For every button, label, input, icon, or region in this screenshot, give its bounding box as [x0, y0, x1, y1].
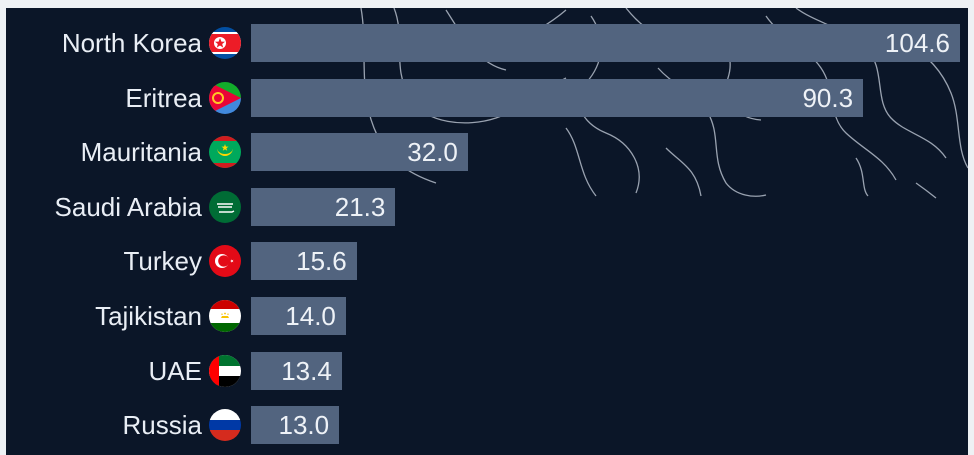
- category-label: Saudi Arabia: [54, 191, 202, 222]
- tajikistan-flag-icon: [209, 300, 241, 332]
- russia-flag-icon: [209, 409, 241, 442]
- category-label: Turkey: [123, 246, 203, 277]
- bar-chart: North Korea 104.6 Eritrea 90.3 Mauritania 32.…: [6, 8, 968, 455]
- value-label: 15.6: [296, 246, 347, 277]
- value-label: 13.4: [281, 355, 332, 386]
- bar: 13.4: [251, 351, 342, 390]
- bar-row: Eritrea 90.3: [6, 78, 968, 117]
- bar-row: UAE 13.4: [6, 351, 968, 390]
- category-label: Eritrea: [125, 82, 202, 113]
- bar-row: Tajikistan 14.0: [6, 297, 968, 335]
- bar: 14.0: [251, 297, 346, 335]
- saudi-arabia-flag-icon: [209, 190, 241, 223]
- value-label: 13.0: [278, 410, 330, 441]
- category-label: Mauritania: [80, 137, 202, 168]
- bar: 21.3: [251, 187, 396, 226]
- bar-row: North Korea 104.6: [6, 24, 968, 62]
- eritrea-flag-icon: [209, 81, 241, 114]
- mauritania-flag-icon: [209, 136, 241, 169]
- category-label: North Korea: [61, 28, 202, 58]
- value-label: 14.0: [285, 301, 336, 331]
- bar-row: Mauritania 32.0: [6, 133, 968, 172]
- value-label: 90.3: [802, 82, 854, 113]
- category-label: Tajikistan: [95, 301, 202, 331]
- turkey-flag-icon: [209, 245, 241, 278]
- bar: 32.0: [251, 133, 468, 172]
- category-label: UAE: [148, 355, 202, 386]
- bar-row: Turkey 15.6: [6, 242, 968, 281]
- category-label: Russia: [122, 410, 202, 441]
- value-label: 32.0: [407, 137, 458, 168]
- bar-row: Saudi Arabia 21.3: [6, 187, 968, 226]
- north-korea-flag-icon: [209, 27, 241, 59]
- uae-flag-icon: [209, 354, 241, 387]
- bar: 13.0: [251, 406, 340, 445]
- bar: 90.3: [251, 78, 864, 117]
- bar: 15.6: [251, 242, 357, 281]
- value-label: 104.6: [884, 28, 950, 58]
- value-label: 21.3: [334, 191, 386, 222]
- chart-frame: North Korea 104.6 Eritrea 90.3 Mauritania 32.…: [6, 8, 968, 455]
- bar: 104.6: [251, 24, 960, 62]
- bar-row: Russia 13.0: [6, 406, 968, 445]
